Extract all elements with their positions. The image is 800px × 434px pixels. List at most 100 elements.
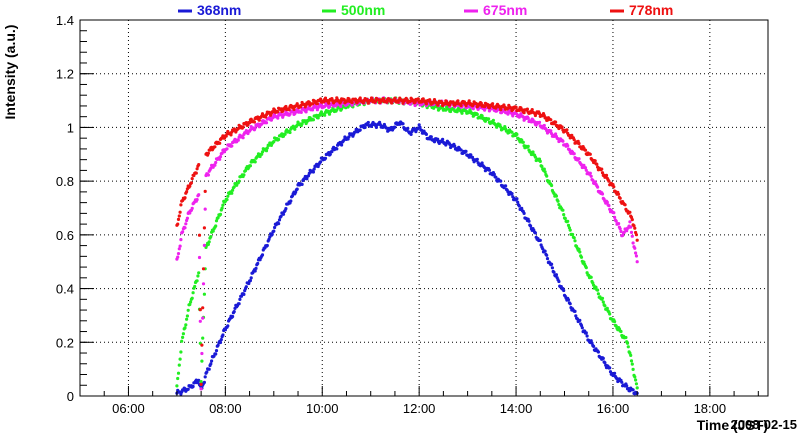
- series-point: [577, 141, 581, 146]
- series-point: [218, 141, 222, 145]
- series-point: [198, 319, 202, 323]
- series-point: [236, 138, 240, 142]
- series-point: [327, 101, 331, 105]
- series-point: [459, 148, 463, 152]
- series-point: [288, 130, 292, 135]
- series-point: [218, 155, 223, 159]
- series-point: [226, 324, 230, 328]
- series-point: [284, 104, 288, 109]
- series-point: [470, 155, 475, 159]
- series-point: [600, 296, 605, 300]
- series-point: [628, 210, 632, 214]
- series-point: [600, 171, 605, 175]
- series-point: [626, 345, 630, 349]
- series-point: [179, 350, 183, 354]
- series-point: [242, 292, 246, 296]
- series-point: [213, 145, 217, 149]
- series-point: [237, 179, 241, 183]
- series-point: [612, 185, 616, 189]
- series-point: [483, 119, 487, 123]
- series-point: [566, 298, 571, 302]
- series-point: [230, 191, 234, 195]
- series-point: [633, 246, 637, 250]
- series-point: [542, 123, 546, 128]
- series-point: [203, 207, 207, 211]
- series-point: [622, 230, 626, 234]
- series-point: [190, 206, 194, 210]
- series-point: [583, 148, 588, 152]
- series-point: [554, 120, 558, 124]
- series-point: [184, 323, 188, 327]
- series-point: [340, 143, 344, 147]
- series-point: [315, 102, 319, 106]
- legend-label: 500nm: [341, 2, 385, 18]
- series-point: [295, 187, 299, 191]
- series-point: [529, 224, 533, 228]
- series-point: [353, 97, 357, 101]
- series-point: [196, 274, 200, 278]
- series-point: [634, 233, 639, 237]
- series-point: [382, 97, 386, 101]
- series-point: [578, 318, 582, 322]
- series-point: [366, 120, 370, 125]
- series-point: [557, 126, 561, 131]
- series-point: [265, 243, 269, 248]
- series-point: [533, 231, 538, 235]
- series-point: [198, 308, 202, 312]
- series-point: [632, 224, 636, 228]
- series-point: [327, 105, 332, 109]
- series-point: [561, 208, 565, 212]
- series-point: [550, 183, 554, 188]
- series-point: [206, 151, 210, 155]
- series-point: [253, 126, 257, 130]
- series-point: [184, 222, 188, 226]
- series-point: [584, 266, 588, 270]
- series-point: [455, 110, 459, 114]
- plot-frame: [79, 19, 769, 397]
- series-point: [522, 211, 526, 215]
- series-point: [201, 336, 205, 340]
- series-point: [557, 279, 561, 284]
- series-point: [566, 144, 570, 148]
- series-point: [185, 317, 189, 321]
- series-point: [299, 110, 303, 114]
- series-point: [197, 233, 202, 237]
- series-point: [311, 170, 315, 174]
- series-point: [256, 261, 260, 266]
- series-point: [580, 326, 584, 330]
- series-point: [312, 167, 316, 171]
- series-point: [460, 111, 464, 115]
- series-point: [471, 107, 475, 111]
- series-point: [619, 229, 623, 234]
- series-point: [244, 285, 248, 289]
- series-point: [316, 116, 320, 120]
- series-point: [595, 162, 599, 166]
- series-point: [247, 281, 251, 286]
- series-point: [577, 247, 581, 251]
- series-point: [401, 122, 405, 126]
- series-point: [625, 341, 630, 345]
- series-point: [300, 182, 304, 186]
- series-point: [613, 371, 617, 375]
- series-point: [176, 252, 181, 256]
- series-point: [621, 233, 625, 238]
- series-point: [189, 300, 193, 304]
- series-point: [277, 222, 281, 226]
- series-point: [181, 332, 185, 336]
- series-point: [265, 146, 269, 150]
- series-point: [633, 375, 637, 379]
- series-point: [197, 271, 201, 275]
- series-point: [544, 116, 548, 120]
- series-point: [525, 107, 530, 111]
- series-point: [393, 125, 397, 129]
- series-point: [183, 196, 187, 200]
- series-368nm: [175, 120, 639, 396]
- series-point: [214, 160, 218, 165]
- series-point: [543, 170, 547, 174]
- series-point: [607, 204, 611, 208]
- series-point: [239, 294, 244, 298]
- x-tick-label: 12:00: [403, 401, 436, 416]
- series-point: [342, 98, 346, 102]
- series-point: [584, 331, 588, 335]
- series-point: [276, 116, 280, 120]
